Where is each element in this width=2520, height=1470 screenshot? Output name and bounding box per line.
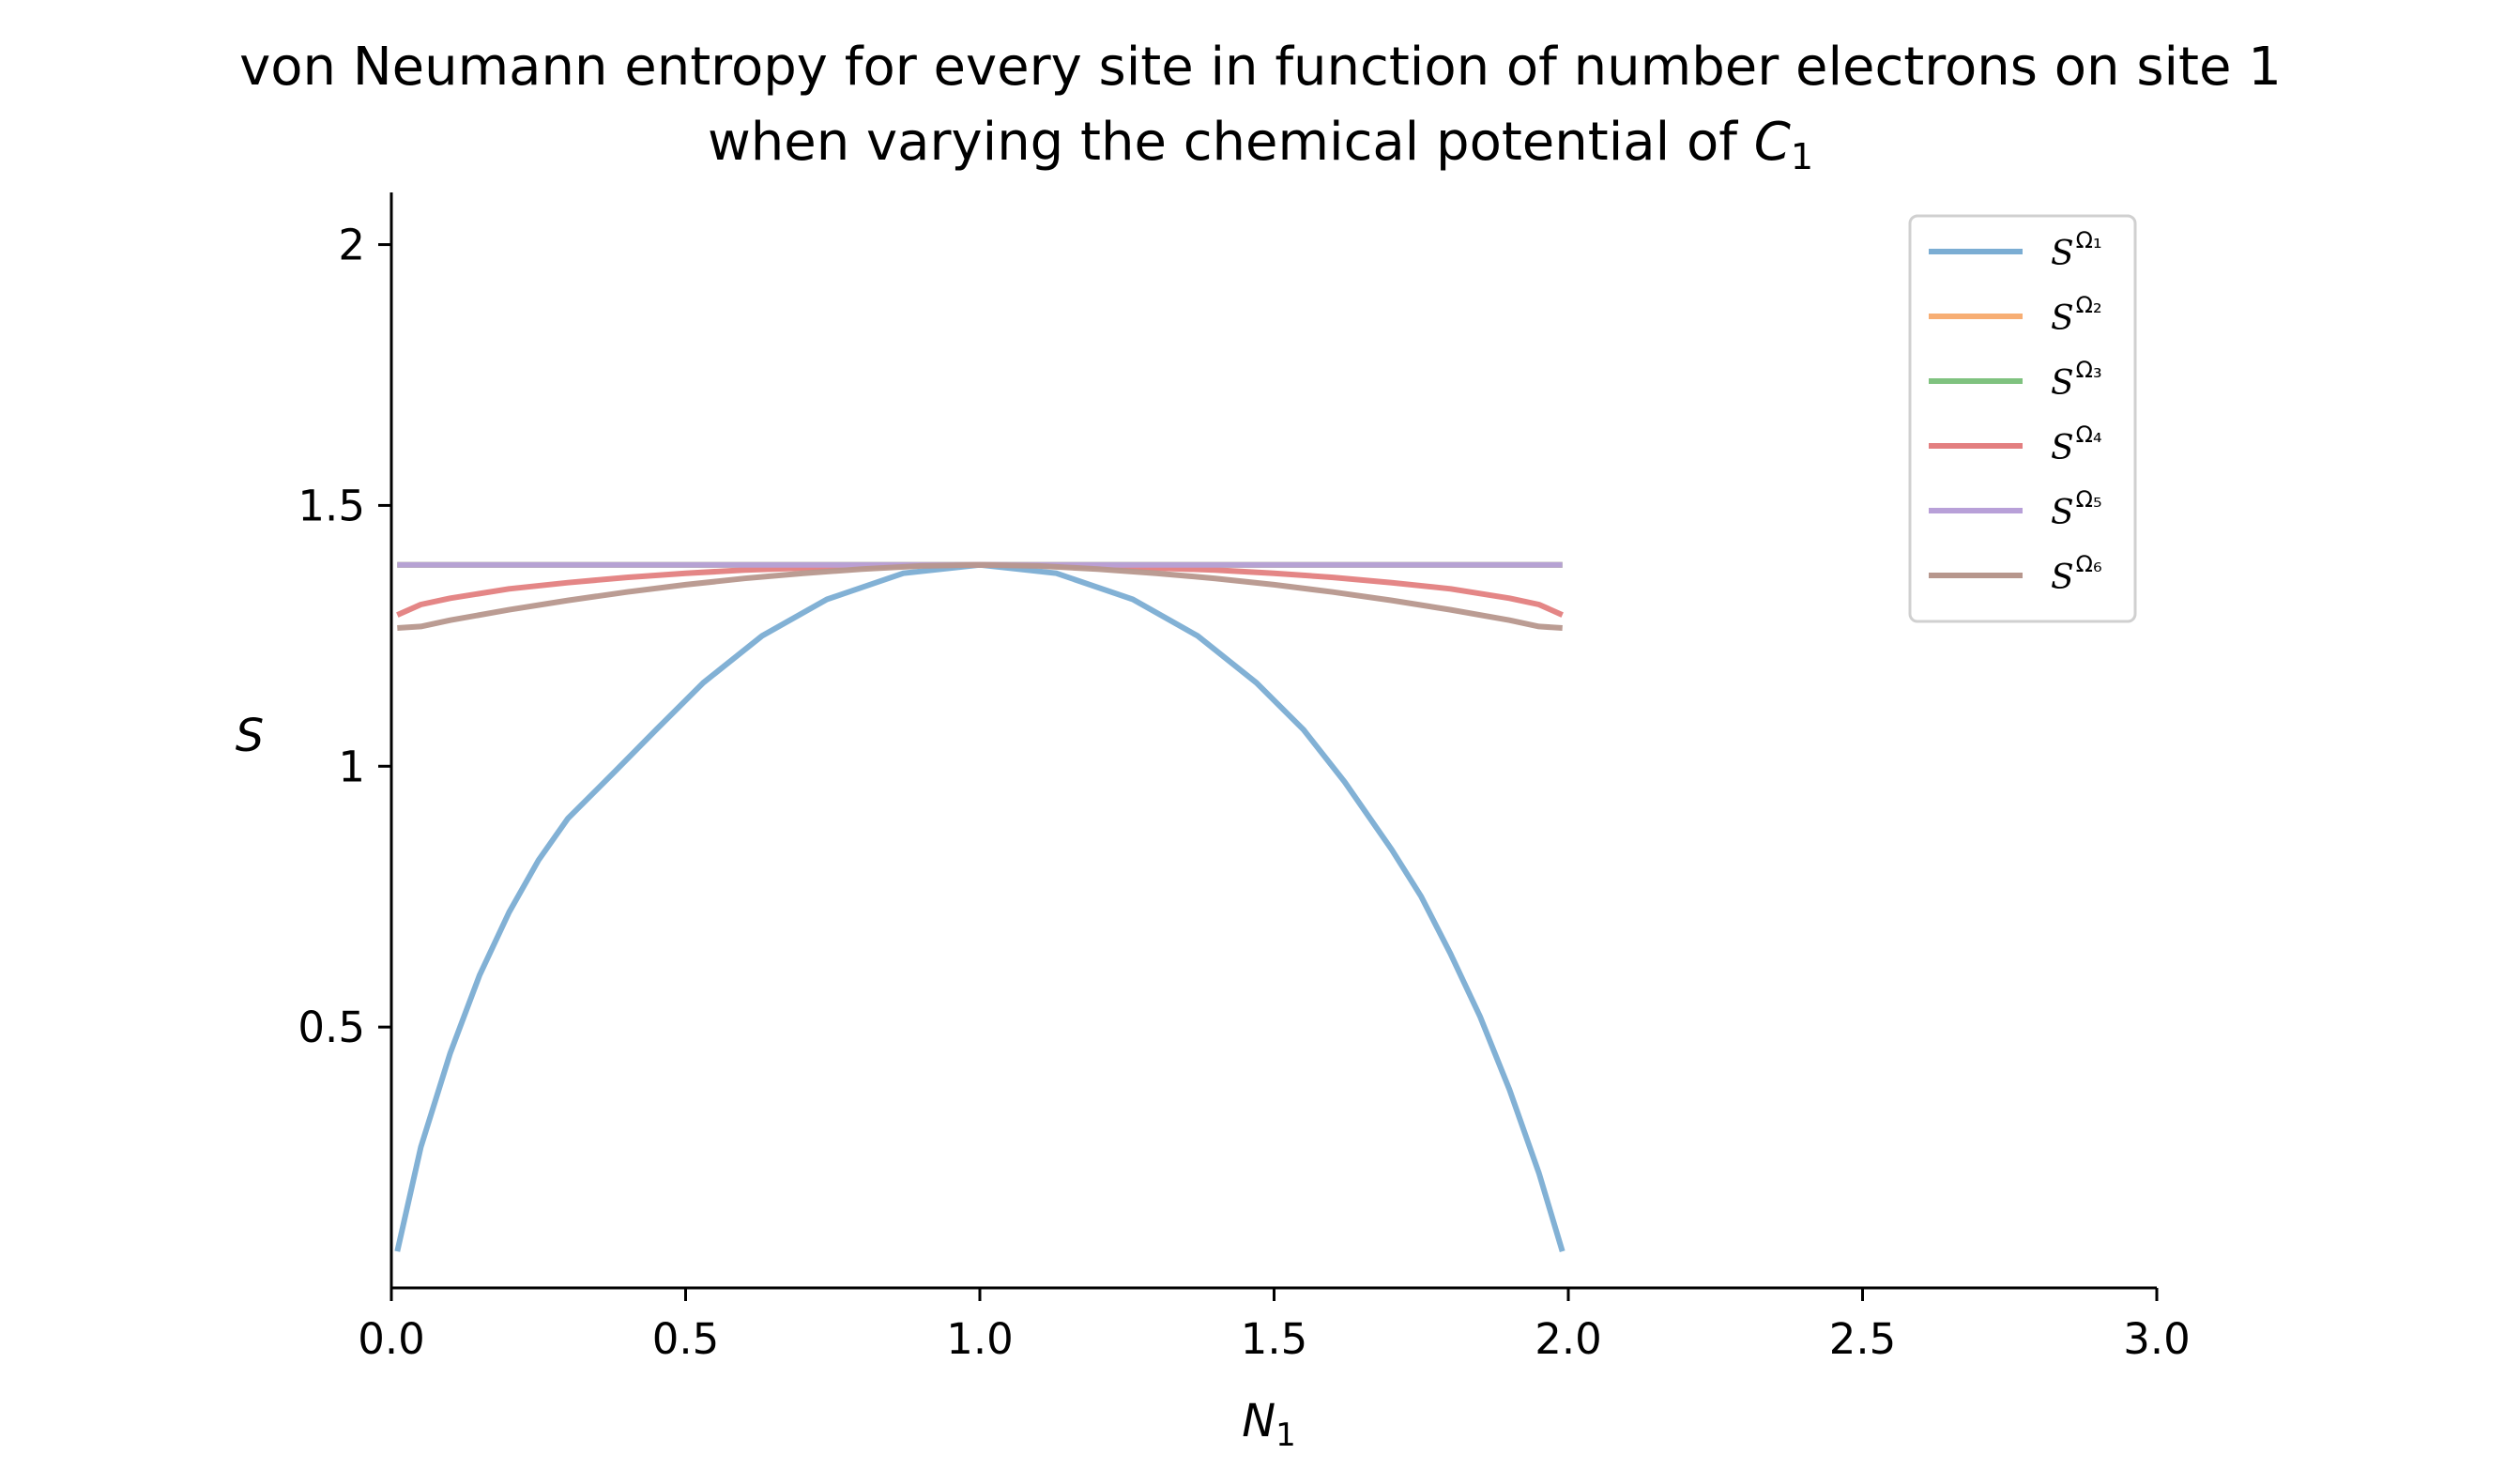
x-tick-label: 1.0 [946, 1314, 1014, 1364]
ticks-layer: 0.0 0.5 1.0 1.5 2.0 2.5 3.0 0.5 1 1.5 2 [298, 221, 2190, 1364]
legend-entry-label: SΩ₆ [2051, 551, 2102, 597]
y-axis-label: S [236, 710, 264, 762]
legend-entry-label: SΩ₅ [2051, 486, 2102, 532]
x-axis-subscript: 1 [1275, 1416, 1296, 1454]
series-layer [394, 561, 1565, 1252]
legend-entry-label: SΩ₄ [2051, 421, 2102, 467]
x-axis-label: N1 [1242, 1395, 1296, 1454]
series-line-6 [397, 561, 1563, 631]
x-tick-label: 0.5 [652, 1314, 720, 1364]
y-tick-label: 1.5 [298, 481, 365, 530]
legend-entry-label: SΩ₁ [2051, 227, 2102, 273]
subtitle-prefix: when varying the chemical potential of [708, 112, 1754, 173]
x-tick-label: 2.0 [1535, 1314, 1602, 1364]
chart-subtitle: when varying the chemical potential of C… [708, 112, 1813, 177]
legend-entry-label: SΩ₂ [2051, 292, 2102, 338]
legend: SΩ₁ SΩ₂ SΩ₃ SΩ₄ SΩ₅ SΩ₆ [1908, 214, 2137, 623]
x-tick-label: 3.0 [2123, 1314, 2191, 1364]
subtitle-symbol: C [1754, 112, 1791, 173]
chart-title: von Neumann entropy for every site in fu… [239, 37, 2282, 98]
x-axis-symbol: N [1242, 1395, 1275, 1447]
y-tick-label: 1 [338, 742, 365, 791]
x-tick-label: 2.5 [1829, 1314, 1897, 1364]
x-tick-label: 1.5 [1241, 1314, 1308, 1364]
x-tick-label: 0.0 [358, 1314, 425, 1364]
subtitle-subscript: 1 [1791, 136, 1813, 177]
legend-entry-label: SΩ₃ [2051, 357, 2102, 403]
y-tick-label: 2 [338, 221, 365, 270]
y-tick-label: 0.5 [298, 1003, 365, 1052]
